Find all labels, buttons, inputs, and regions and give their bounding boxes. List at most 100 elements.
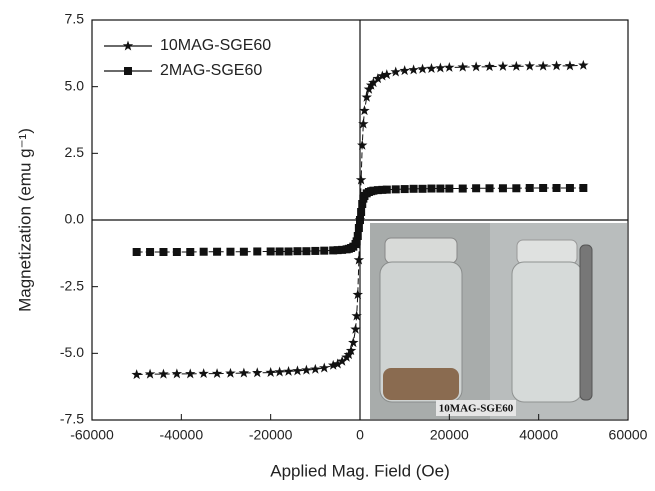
square-marker: [539, 184, 548, 192]
square-marker: [512, 184, 521, 193]
label-background: [436, 400, 516, 416]
square-marker: [293, 247, 302, 256]
star-marker: [283, 365, 294, 376]
square-marker: [146, 248, 155, 256]
y-tick-label: 7.5: [65, 11, 85, 27]
square-marker: [253, 247, 262, 256]
jar: [379, 261, 463, 403]
square-marker: [302, 247, 311, 256]
square-marker: [445, 184, 454, 193]
square-marker: [458, 184, 467, 193]
star-marker: [350, 323, 361, 334]
square-marker: [239, 247, 248, 256]
star-marker: [426, 63, 437, 73]
square-marker: [498, 184, 507, 193]
star-marker: [537, 60, 549, 71]
star-marker: [399, 65, 410, 76]
star-marker: [265, 367, 276, 377]
star-marker: [131, 369, 142, 380]
square-marker: [199, 247, 208, 256]
star-marker: [372, 73, 384, 84]
square-marker: [320, 246, 329, 255]
star-marker: [417, 63, 428, 74]
y-tick-label: 0.0: [65, 211, 85, 227]
square-marker: [436, 184, 445, 193]
star-marker: [198, 368, 209, 379]
y-tick-label: -7.5: [60, 411, 84, 427]
square-marker: [378, 185, 387, 194]
square-marker: [472, 184, 481, 193]
square-marker: [354, 224, 363, 232]
square-marker: [552, 184, 561, 192]
square-marker: [485, 184, 494, 193]
x-tick-label: -60000: [70, 427, 114, 443]
square-marker: [400, 185, 409, 194]
square-marker: [226, 247, 235, 256]
star-marker: [355, 174, 367, 185]
star-marker: [457, 61, 468, 72]
jar: [511, 261, 583, 403]
legend-text: 10MAG-SGE60: [160, 37, 271, 54]
star-marker: [390, 66, 401, 77]
magnet: [579, 244, 593, 401]
y-tick-label: -5.0: [60, 344, 84, 360]
star-marker: [435, 62, 446, 73]
star-marker: [144, 368, 156, 379]
x-tick-label: 20000: [430, 427, 469, 443]
square-marker: [565, 184, 574, 192]
square-marker: [132, 248, 141, 256]
square-marker: [357, 208, 366, 216]
star-marker: [497, 60, 509, 71]
square-marker: [358, 200, 367, 208]
star-marker: [158, 368, 169, 379]
star-marker: [122, 40, 134, 51]
star-marker: [353, 254, 365, 265]
star-marker: [332, 358, 343, 369]
square-marker: [382, 185, 391, 194]
star-marker: [238, 367, 250, 378]
x-axis-title: Applied Mag. Field (Oe): [270, 461, 450, 480]
star-marker: [377, 70, 388, 81]
star-marker: [211, 368, 223, 379]
inset-photo: 10MAG-SGE60: [370, 223, 627, 419]
x-tick-label: -20000: [249, 427, 293, 443]
star-marker: [185, 368, 196, 379]
star-marker: [171, 368, 183, 379]
x-tick-label: 40000: [519, 427, 558, 443]
square-marker: [409, 184, 418, 193]
square-marker: [124, 67, 132, 75]
square-marker: [186, 248, 195, 256]
star-marker: [578, 59, 589, 70]
sediment: [383, 368, 459, 400]
square-marker: [159, 248, 168, 256]
star-marker: [564, 60, 576, 71]
star-marker: [225, 367, 236, 378]
square-marker: [275, 247, 284, 256]
star-marker: [345, 345, 357, 356]
star-marker: [351, 310, 362, 321]
y-tick-label: -2.5: [60, 277, 84, 293]
square-marker: [391, 185, 400, 194]
star-marker: [301, 364, 312, 375]
square-marker: [427, 184, 436, 193]
star-marker: [444, 61, 455, 72]
square-marker: [373, 186, 382, 195]
square-marker: [579, 184, 588, 192]
star-marker: [357, 139, 368, 150]
square-marker: [266, 247, 275, 256]
square-marker: [213, 247, 222, 256]
star-marker: [381, 69, 393, 80]
star-marker: [319, 362, 330, 373]
square-marker: [369, 186, 378, 195]
x-tick-label: 60000: [609, 427, 648, 443]
star-marker: [352, 289, 363, 300]
legend-text: 2MAG-SGE60: [160, 62, 262, 79]
star-marker: [348, 337, 359, 348]
star-marker: [511, 60, 522, 71]
star-marker: [359, 105, 370, 116]
square-marker: [418, 184, 427, 193]
star-marker: [408, 64, 419, 75]
star-marker: [252, 367, 263, 378]
star-marker: [336, 355, 348, 366]
